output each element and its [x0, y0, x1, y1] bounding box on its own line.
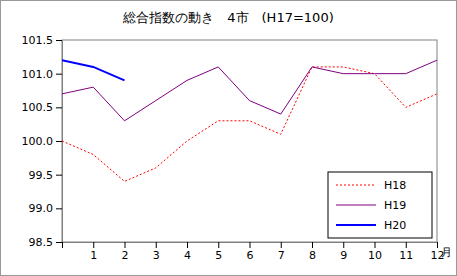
y-tick: 100.0	[22, 135, 63, 148]
lines	[62, 60, 437, 181]
x-tick-mark	[125, 242, 126, 248]
y-axis: 98.5 99.0 99.5 100.0 100.5 101.0 101.5	[22, 34, 63, 249]
series-line	[62, 60, 125, 80]
legend-label: H19	[384, 199, 406, 212]
y-tick-label: 99.5	[29, 169, 54, 182]
y-tick-mark	[56, 242, 62, 243]
x-tick: 9	[340, 242, 347, 262]
x-tick: 8	[309, 242, 316, 262]
y-tick: 100.5	[22, 101, 63, 114]
x-tick-mark	[312, 242, 313, 248]
legend-label: H20	[384, 219, 406, 232]
x-tick-label: 9	[340, 249, 347, 262]
x-tick: 11	[399, 242, 413, 262]
y-tick-label: 100.0	[22, 135, 54, 148]
x-tick-label: 7	[278, 249, 285, 262]
y-tick-mark	[56, 74, 62, 75]
x-tick-label: 11	[399, 249, 413, 262]
x-tick-mark	[250, 242, 251, 248]
x-tick: 6	[247, 242, 254, 262]
x-tick-label: 8	[309, 249, 316, 262]
series-line	[62, 67, 437, 181]
legend-swatch	[336, 205, 376, 206]
x-tick-mark	[406, 242, 407, 248]
x-tick: 2	[122, 242, 129, 262]
y-tick-label: 99.0	[29, 202, 54, 215]
x-tick-mark	[343, 242, 344, 248]
x-tick: 10	[368, 242, 382, 262]
y-tick: 99.0	[29, 202, 63, 215]
x-tick-mark	[93, 242, 94, 248]
y-tick-label: 101.5	[22, 34, 54, 47]
x-tick: 4	[184, 242, 191, 262]
x-axis-label: 月	[441, 246, 452, 259]
x-tick-label: 6	[247, 249, 254, 262]
x-tick-mark	[187, 242, 188, 248]
x-axis: 123456789101112	[63, 242, 445, 262]
x-tick-mark	[281, 242, 282, 248]
title: 総合指数の動き 4市 (H17=100)	[122, 10, 333, 25]
x-tick: 7	[278, 242, 285, 262]
y-tick-label: 100.5	[22, 101, 54, 114]
y-tick: 101.5	[22, 34, 63, 47]
x-tick-label: 5	[215, 249, 222, 262]
y-tick-label: 101.0	[22, 68, 54, 81]
y-tick: 99.5	[29, 169, 63, 182]
plot-frame	[62, 40, 437, 242]
legend-label: H18	[384, 179, 406, 192]
y-tick: 101.0	[22, 68, 63, 81]
x-tick: 3	[153, 242, 160, 262]
y-tick-mark	[56, 175, 62, 176]
x-tick: 5	[215, 242, 222, 262]
y-tick-label: 98.5	[29, 236, 54, 249]
y-tick-mark	[56, 107, 62, 108]
y-tick-mark	[56, 141, 62, 142]
x-tick-label: 10	[368, 249, 382, 262]
legend-box	[328, 172, 432, 238]
legend: H18 H19 H20	[328, 172, 432, 238]
y-tick: 98.5	[29, 236, 63, 249]
x-tick-label: 4	[184, 249, 191, 262]
x-tick-label: 2	[122, 249, 129, 262]
plot: 98.5 99.0 99.5 100.0 100.5 101.0 101.5 1 2 3 4 5 6 7 8…	[22, 34, 445, 262]
x-tick-mark	[375, 242, 376, 248]
x-tick-mark	[437, 242, 438, 248]
y-tick-mark	[56, 40, 62, 41]
x-tick: 1	[90, 242, 97, 262]
x-tick-mark	[62, 242, 63, 248]
x-tick-mark	[218, 242, 219, 248]
legend-swatch	[336, 185, 376, 186]
y-tick-mark	[56, 208, 62, 209]
x-tick-label: 1	[90, 249, 97, 262]
legend-swatch	[336, 224, 376, 226]
x-tick-label: 3	[153, 249, 160, 262]
chart: 総合指数の動き 4市 (H17=100) 98.5 99.0 99.5 100.0 100…	[0, 0, 457, 276]
series-line	[62, 60, 437, 121]
x-tick-mark	[156, 242, 157, 248]
background	[1, 1, 457, 276]
x-tick	[62, 242, 63, 248]
